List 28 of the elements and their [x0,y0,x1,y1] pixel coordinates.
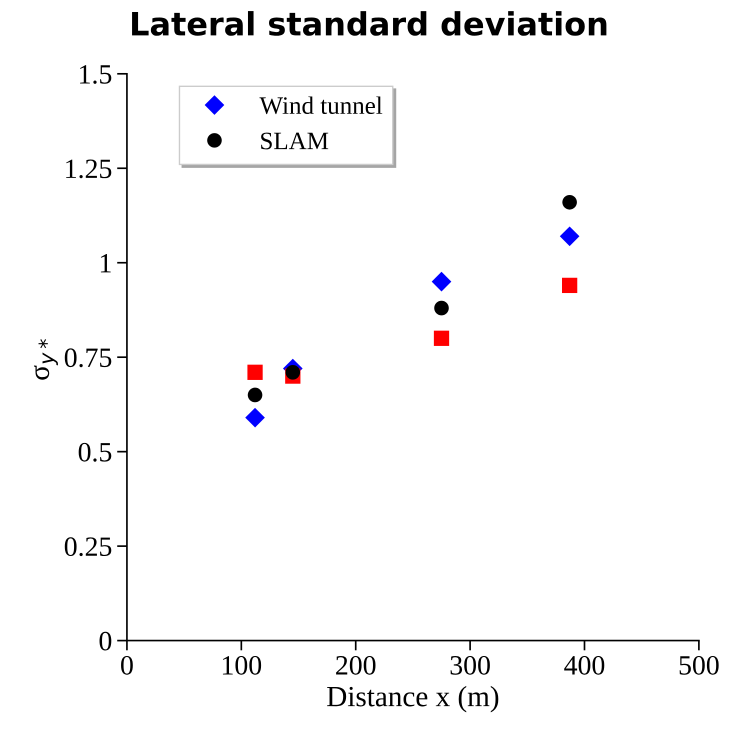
y-tick-label: 0.75 [64,348,112,368]
point [562,278,578,294]
y-tick-label: 1.5 [80,65,112,84]
x-tick-label: 0 [121,656,133,675]
point [562,194,577,210]
y-axis-title: σ$_{y*}$ [34,339,58,380]
point [245,408,265,428]
y-tick-label: 1.25 [66,160,112,178]
x-tick-label: 200 [336,656,376,675]
y-tick-label: 0.5 [78,442,112,462]
point [432,272,452,292]
point [560,226,580,246]
y-tick-label: 0 [100,632,112,650]
point [286,365,300,380]
y-tick-label: 1 [100,254,111,272]
x-tick-label: 400 [564,656,604,675]
point [434,300,449,316]
point [434,330,450,346]
chart-title: Lateral standard deviation [132,11,606,36]
legend-label: SLAM [261,132,328,150]
x-tick-label: 500 [680,656,719,675]
x-tick-label: 300 [450,656,490,675]
x-tick-label: 100 [222,656,262,675]
x-axis-title: Distance x (m) [327,686,498,712]
point [248,388,262,402]
point [247,364,263,380]
y-tick-label: 0.25 [64,537,112,556]
legend-label: Wind tunnel [259,96,382,114]
